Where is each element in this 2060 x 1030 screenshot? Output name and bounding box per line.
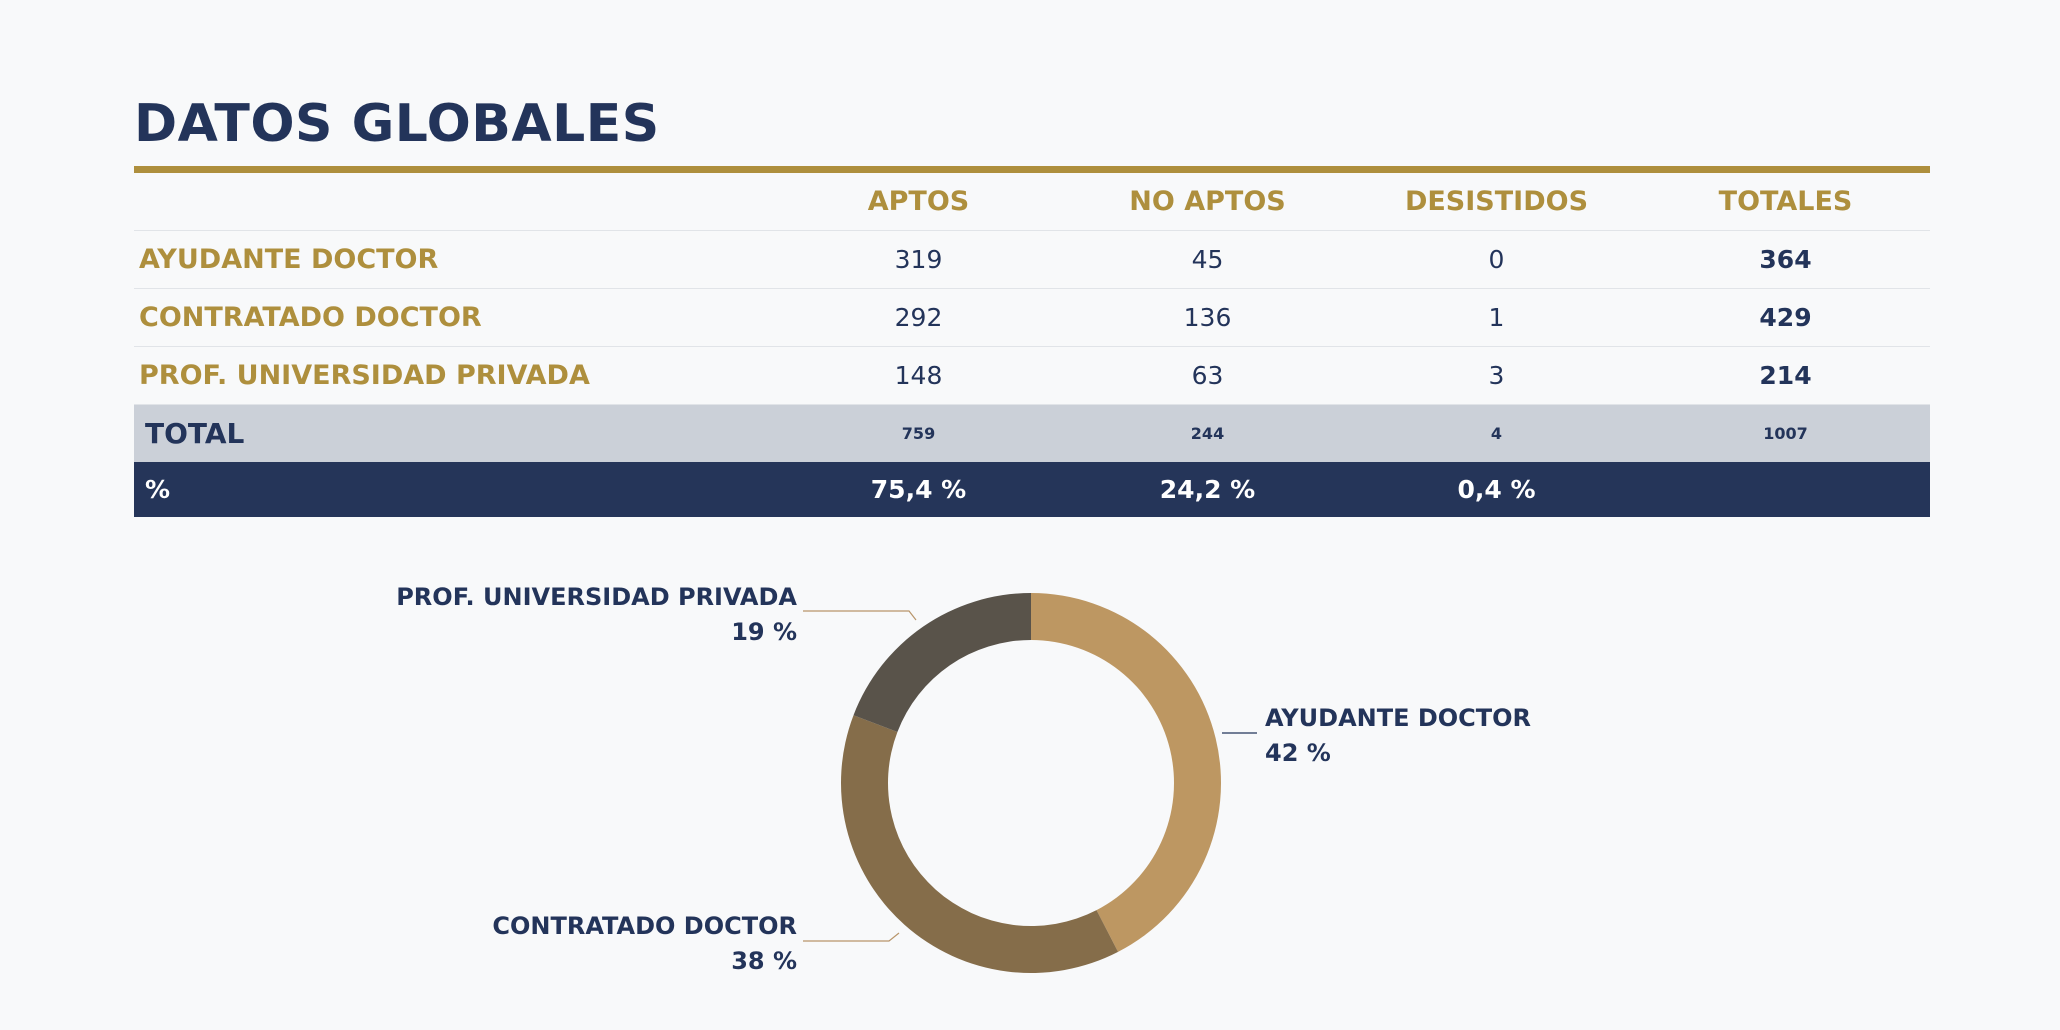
- slice-percent-ayudante-doctor: 42 %: [1265, 739, 1331, 767]
- total-aptos: 759: [774, 404, 1063, 462]
- header-empty: [134, 173, 774, 231]
- slice-name-prof-universidad-privada: PROF. UNIVERSIDAD PRIVADA: [396, 583, 797, 611]
- total-label: TOTAL: [134, 404, 774, 462]
- cell-desistidos: 1: [1352, 288, 1641, 347]
- data-table: APTOS NO APTOS DESISTIDOS TOTALES AYUDAN…: [134, 173, 1930, 517]
- row-label: PROF. UNIVERSIDAD PRIVADA: [134, 346, 774, 405]
- percent-desistidos: 0,4 %: [1352, 462, 1641, 517]
- total-desistidos: 4: [1352, 404, 1641, 462]
- header-totales: TOTALES: [1641, 173, 1930, 231]
- cell-no-aptos: 45: [1063, 230, 1352, 289]
- header-desistidos: DESISTIDOS: [1352, 173, 1641, 231]
- cell-desistidos: 0: [1352, 230, 1641, 289]
- total-row: TOTAL 759 244 4 1007: [134, 404, 1930, 462]
- leader-line-prof-universidad-privada: [803, 610, 917, 621]
- page-title: DATOS GLOBALES: [134, 94, 660, 154]
- slice-percent-contratado-doctor: 38 %: [731, 947, 797, 975]
- cell-totales: 429: [1641, 288, 1930, 347]
- cell-aptos: 148: [774, 346, 1063, 405]
- table-row: PROF. UNIVERSIDAD PRIVADA 148 63 3 214: [134, 346, 1930, 405]
- cell-aptos: 292: [774, 288, 1063, 347]
- table-header-row: APTOS NO APTOS DESISTIDOS TOTALES: [134, 173, 1930, 231]
- donut-slice-contratado-doctor: [841, 715, 1119, 973]
- header-aptos: APTOS: [774, 173, 1063, 231]
- row-label: AYUDANTE DOCTOR: [134, 230, 774, 289]
- cell-totales: 364: [1641, 230, 1930, 289]
- table-row: AYUDANTE DOCTOR 319 45 0 364: [134, 230, 1930, 289]
- percent-totales: [1641, 462, 1930, 517]
- donut-slice-ayudante-doctor: [1031, 593, 1221, 952]
- percent-row: % 75,4 % 24,2 % 0,4 %: [134, 462, 1930, 517]
- table-row: CONTRATADO DOCTOR 292 136 1 429: [134, 288, 1930, 347]
- slice-name-contratado-doctor: CONTRATADO DOCTOR: [492, 912, 797, 940]
- cell-no-aptos: 63: [1063, 346, 1352, 405]
- percent-no-aptos: 24,2 %: [1063, 462, 1352, 517]
- slice-name-ayudante-doctor: AYUDANTE DOCTOR: [1265, 704, 1531, 732]
- leader-line-contratado-doctor: [803, 932, 900, 942]
- donut-slice-prof-universidad-privada: [853, 593, 1031, 732]
- percent-aptos: 75,4 %: [774, 462, 1063, 517]
- slice-percent-prof-universidad-privada: 19 %: [731, 618, 797, 646]
- cell-no-aptos: 136: [1063, 288, 1352, 347]
- cell-desistidos: 3: [1352, 346, 1641, 405]
- row-label: CONTRATADO DOCTOR: [134, 288, 774, 347]
- cell-totales: 214: [1641, 346, 1930, 405]
- title-rule: [134, 166, 1930, 173]
- percent-label: %: [134, 462, 774, 517]
- cell-aptos: 319: [774, 230, 1063, 289]
- header-no-aptos: NO APTOS: [1063, 173, 1352, 231]
- total-no-aptos: 244: [1063, 404, 1352, 462]
- total-totales: 1007: [1641, 404, 1930, 462]
